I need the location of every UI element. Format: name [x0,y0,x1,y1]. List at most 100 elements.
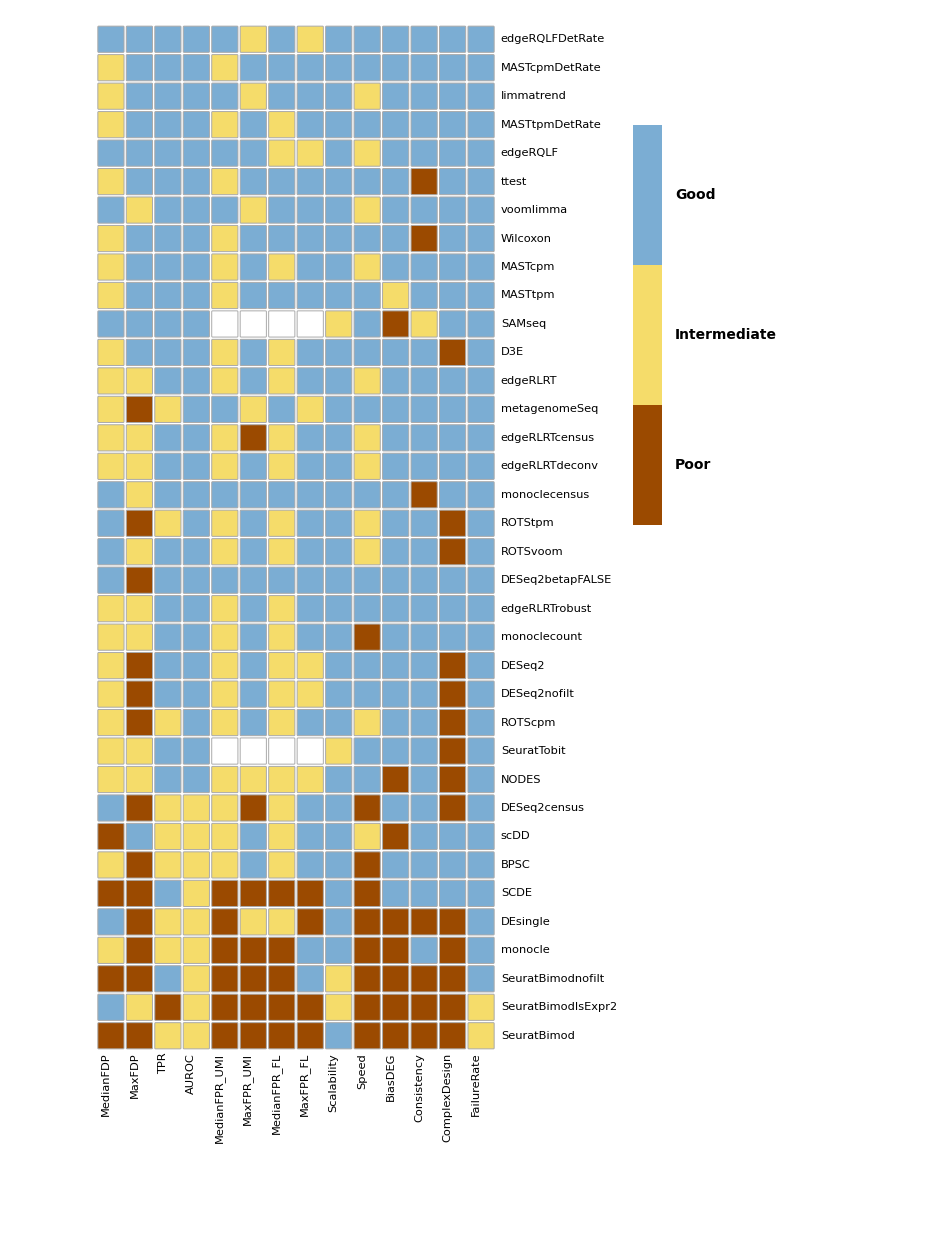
FancyBboxPatch shape [326,710,352,736]
FancyBboxPatch shape [468,681,494,707]
FancyBboxPatch shape [383,169,409,195]
FancyBboxPatch shape [354,539,380,565]
FancyBboxPatch shape [183,481,209,508]
FancyBboxPatch shape [240,198,266,224]
FancyBboxPatch shape [354,766,380,792]
FancyBboxPatch shape [439,880,465,906]
FancyBboxPatch shape [240,311,266,338]
FancyBboxPatch shape [183,652,209,679]
FancyBboxPatch shape [468,652,494,679]
FancyBboxPatch shape [383,396,409,422]
FancyBboxPatch shape [297,169,324,195]
FancyBboxPatch shape [268,198,295,224]
FancyBboxPatch shape [268,26,295,52]
FancyBboxPatch shape [411,282,438,309]
FancyBboxPatch shape [297,339,324,365]
FancyBboxPatch shape [183,539,209,565]
FancyBboxPatch shape [411,225,438,251]
FancyBboxPatch shape [297,880,324,906]
FancyBboxPatch shape [439,938,465,964]
FancyBboxPatch shape [468,738,494,764]
FancyBboxPatch shape [411,396,438,422]
FancyBboxPatch shape [439,966,465,992]
FancyBboxPatch shape [297,82,324,109]
FancyBboxPatch shape [212,282,238,309]
FancyBboxPatch shape [468,368,494,394]
FancyBboxPatch shape [212,339,238,365]
FancyBboxPatch shape [212,396,238,422]
FancyBboxPatch shape [154,824,181,850]
FancyBboxPatch shape [326,652,352,679]
FancyBboxPatch shape [411,368,438,394]
FancyBboxPatch shape [383,225,409,251]
FancyBboxPatch shape [240,539,266,565]
FancyBboxPatch shape [468,82,494,109]
FancyBboxPatch shape [411,510,438,536]
Bar [633,125,662,265]
Text: Poor: Poor [675,458,711,472]
FancyBboxPatch shape [183,396,209,422]
FancyBboxPatch shape [297,140,324,166]
FancyBboxPatch shape [183,26,209,52]
FancyBboxPatch shape [98,55,124,81]
FancyBboxPatch shape [297,568,324,594]
FancyBboxPatch shape [383,26,409,52]
FancyBboxPatch shape [240,425,266,451]
FancyBboxPatch shape [212,738,238,764]
FancyBboxPatch shape [127,938,153,964]
FancyBboxPatch shape [354,55,380,81]
FancyBboxPatch shape [240,282,266,309]
FancyBboxPatch shape [268,710,295,736]
FancyBboxPatch shape [268,909,295,935]
FancyBboxPatch shape [354,909,380,935]
FancyBboxPatch shape [411,966,438,992]
FancyBboxPatch shape [468,26,494,52]
FancyBboxPatch shape [439,82,465,109]
FancyBboxPatch shape [326,454,352,480]
FancyBboxPatch shape [98,368,124,394]
FancyBboxPatch shape [127,681,153,707]
FancyBboxPatch shape [212,938,238,964]
FancyBboxPatch shape [468,169,494,195]
FancyBboxPatch shape [439,111,465,138]
FancyBboxPatch shape [212,55,238,81]
FancyBboxPatch shape [183,140,209,166]
FancyBboxPatch shape [439,1022,465,1049]
FancyBboxPatch shape [326,824,352,850]
FancyBboxPatch shape [154,111,181,138]
FancyBboxPatch shape [439,254,465,280]
FancyBboxPatch shape [326,966,352,992]
FancyBboxPatch shape [183,568,209,594]
FancyBboxPatch shape [98,766,124,792]
FancyBboxPatch shape [354,225,380,251]
FancyBboxPatch shape [154,880,181,906]
FancyBboxPatch shape [154,909,181,935]
FancyBboxPatch shape [297,396,324,422]
FancyBboxPatch shape [98,425,124,451]
FancyBboxPatch shape [354,1022,380,1049]
FancyBboxPatch shape [98,282,124,309]
FancyBboxPatch shape [383,909,409,935]
FancyBboxPatch shape [98,454,124,480]
FancyBboxPatch shape [297,595,324,621]
FancyBboxPatch shape [183,368,209,394]
FancyBboxPatch shape [439,595,465,621]
FancyBboxPatch shape [212,82,238,109]
FancyBboxPatch shape [297,510,324,536]
FancyBboxPatch shape [411,938,438,964]
FancyBboxPatch shape [183,851,209,878]
FancyBboxPatch shape [183,624,209,650]
FancyBboxPatch shape [183,795,209,821]
FancyBboxPatch shape [468,966,494,992]
FancyBboxPatch shape [383,510,409,536]
FancyBboxPatch shape [212,225,238,251]
FancyBboxPatch shape [326,880,352,906]
FancyBboxPatch shape [154,26,181,52]
FancyBboxPatch shape [383,368,409,394]
FancyBboxPatch shape [154,994,181,1020]
FancyBboxPatch shape [468,568,494,594]
FancyBboxPatch shape [127,795,153,821]
FancyBboxPatch shape [154,82,181,109]
FancyBboxPatch shape [98,311,124,338]
FancyBboxPatch shape [127,425,153,451]
